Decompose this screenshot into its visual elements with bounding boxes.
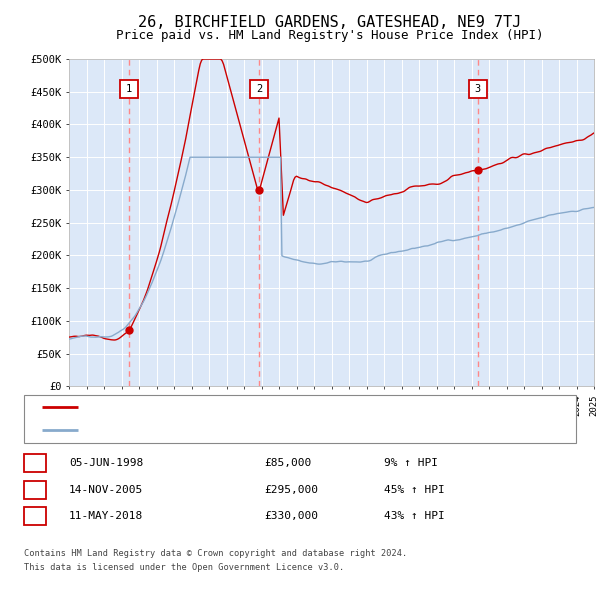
- Text: £295,000: £295,000: [264, 485, 318, 494]
- Text: 26, BIRCHFIELD GARDENS, GATESHEAD, NE9 7TJ: 26, BIRCHFIELD GARDENS, GATESHEAD, NE9 7…: [139, 15, 521, 30]
- Text: 11-MAY-2018: 11-MAY-2018: [69, 512, 143, 521]
- Text: Price paid vs. HM Land Registry's House Price Index (HPI): Price paid vs. HM Land Registry's House …: [116, 30, 544, 42]
- Text: 45% ↑ HPI: 45% ↑ HPI: [384, 485, 445, 494]
- Text: £85,000: £85,000: [264, 458, 311, 468]
- Text: Contains HM Land Registry data © Crown copyright and database right 2024.: Contains HM Land Registry data © Crown c…: [24, 549, 407, 558]
- Text: 1: 1: [31, 458, 38, 468]
- Text: 3: 3: [475, 84, 481, 94]
- Text: 26, BIRCHFIELD GARDENS, GATESHEAD, NE9 7TJ (detached house): 26, BIRCHFIELD GARDENS, GATESHEAD, NE9 7…: [87, 402, 434, 412]
- Text: 3: 3: [31, 512, 38, 521]
- Text: £330,000: £330,000: [264, 512, 318, 521]
- Text: 43% ↑ HPI: 43% ↑ HPI: [384, 512, 445, 521]
- FancyBboxPatch shape: [250, 80, 268, 99]
- Text: This data is licensed under the Open Government Licence v3.0.: This data is licensed under the Open Gov…: [24, 563, 344, 572]
- Text: 1: 1: [126, 84, 132, 94]
- Text: 05-JUN-1998: 05-JUN-1998: [69, 458, 143, 468]
- Text: 2: 2: [31, 485, 38, 494]
- Text: HPI: Average price, detached house, Gateshead: HPI: Average price, detached house, Gate…: [87, 425, 352, 434]
- Text: 9% ↑ HPI: 9% ↑ HPI: [384, 458, 438, 468]
- FancyBboxPatch shape: [469, 80, 487, 99]
- Text: 14-NOV-2005: 14-NOV-2005: [69, 485, 143, 494]
- FancyBboxPatch shape: [120, 80, 138, 99]
- Text: 2: 2: [256, 84, 262, 94]
